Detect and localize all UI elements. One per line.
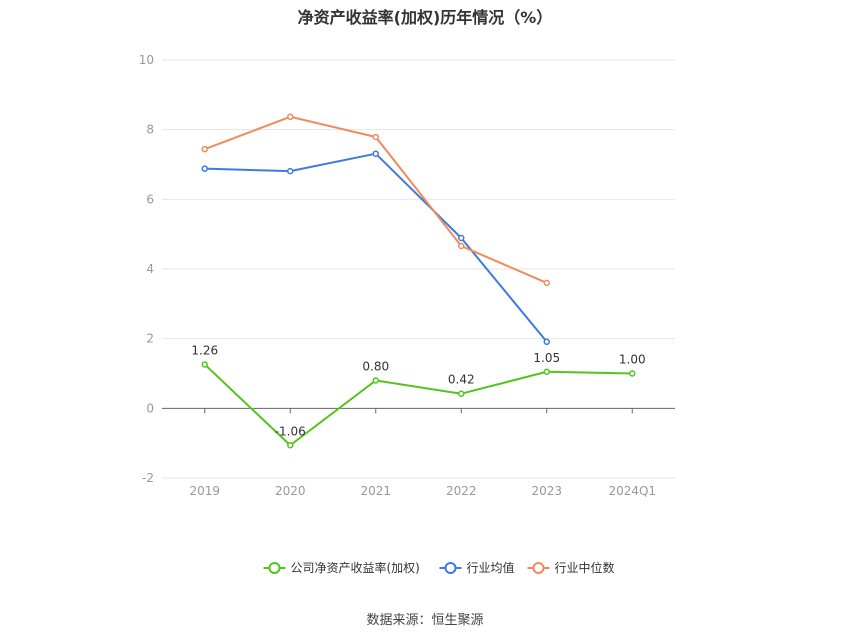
y-tick-label: 8 (146, 123, 154, 137)
data-label: 1.00 (619, 353, 646, 367)
y-tick-label: 0 (146, 401, 154, 415)
data-point (458, 234, 465, 242)
data-point (201, 165, 208, 172)
legend-item[interactable]: 行业均值 (439, 560, 515, 575)
y-tick-label: -2 (142, 471, 154, 485)
series-line (204, 115, 548, 284)
y-tick-label: 6 (146, 192, 154, 206)
legend-item[interactable]: 行业中位数 (527, 560, 615, 575)
data-point (629, 370, 636, 377)
data-label: 0.80 (362, 359, 389, 373)
x-tick-label: 2023 (531, 484, 562, 498)
data-point (201, 145, 208, 153)
chart-title: 净资产收益率(加权)历年情况（%） (297, 8, 553, 27)
data-point (543, 279, 550, 287)
data-point (543, 338, 550, 346)
data-point (458, 390, 465, 397)
data-point (372, 133, 379, 141)
data-label: -1.06 (275, 424, 306, 438)
legend-item[interactable]: 公司净资产收益率(加权) (263, 560, 420, 575)
series-lines (201, 113, 636, 449)
data-label: 0.42 (448, 373, 475, 387)
data-point (287, 167, 294, 175)
data-point (287, 442, 294, 449)
data-point (372, 377, 379, 384)
legend-marker (444, 562, 457, 574)
y-tick-label: 4 (146, 262, 154, 276)
y-tick-label: 10 (139, 53, 154, 67)
data-labels: 1.26 -1.06 0.80 0.42 1.05 1.00 (191, 343, 645, 438)
data-point (543, 368, 550, 376)
series-line (204, 363, 633, 447)
x-tick-label: 2022 (446, 484, 477, 498)
legend-label: 行业中位数 (555, 560, 615, 575)
legend-label: 行业均值 (467, 560, 515, 575)
y-tick-label: 2 (146, 332, 154, 346)
data-point (201, 361, 208, 368)
legend-marker (268, 562, 281, 574)
data-point (458, 242, 465, 250)
axes: -2 0 2 4 6 8 10 2019 2020 2021 2022 2023 2024Q1 (139, 53, 675, 498)
legend-label: 公司净资产收益率(加权) (291, 560, 420, 575)
legend-marker (532, 562, 545, 574)
x-tick-label: 2020 (275, 484, 306, 498)
x-tick-label: 2021 (360, 484, 391, 498)
data-point (372, 150, 379, 157)
series-line (204, 152, 548, 343)
x-tick-label: 2019 (189, 484, 220, 498)
x-tick-label: 2024Q1 (608, 484, 656, 498)
legend[interactable]: 公司净资产收益率(加权) 行业均值 行业中位数 (263, 560, 615, 575)
grid-lines (162, 59, 675, 479)
data-label: 1.26 (191, 343, 218, 357)
data-point (287, 113, 294, 121)
data-label: 1.05 (533, 351, 560, 365)
data-source-note: 数据来源：恒生聚源 (366, 613, 484, 628)
